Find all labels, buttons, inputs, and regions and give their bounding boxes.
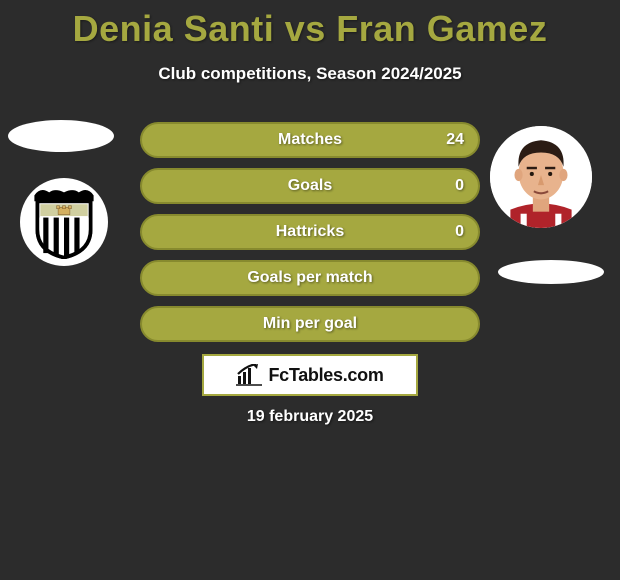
player1-avatar-placeholder [8,120,114,152]
chart-icon [236,364,262,386]
stat-label: Hattricks [142,216,478,248]
stat-label: Min per goal [142,308,478,340]
crest-icon [27,185,101,259]
stat-label: Goals [142,170,478,202]
avatar-icon [490,126,592,228]
page-subtitle: Club competitions, Season 2024/2025 [0,64,620,84]
source-logo: FcTables.com [202,354,418,396]
stat-row-hattricks: Hattricks 0 [140,214,480,250]
source-logo-text: FcTables.com [268,365,383,386]
date-label: 19 february 2025 [0,408,620,426]
stat-row-matches: Matches 24 [140,122,480,158]
player2-club-placeholder [498,260,604,284]
stat-row-goals-per-match: Goals per match [140,260,480,296]
player2-avatar [490,126,592,228]
stat-value: 24 [446,124,464,156]
stats-list: Matches 24 Goals 0 Hattricks 0 Goals per… [140,122,480,352]
page-title: Denia Santi vs Fran Gamez [0,0,620,50]
stat-value: 0 [455,170,464,202]
stat-label: Goals per match [142,262,478,294]
stat-label: Matches [142,124,478,156]
stat-row-goals: Goals 0 [140,168,480,204]
player1-club-crest [20,178,108,266]
stat-value: 0 [455,216,464,248]
stat-row-min-per-goal: Min per goal [140,306,480,342]
